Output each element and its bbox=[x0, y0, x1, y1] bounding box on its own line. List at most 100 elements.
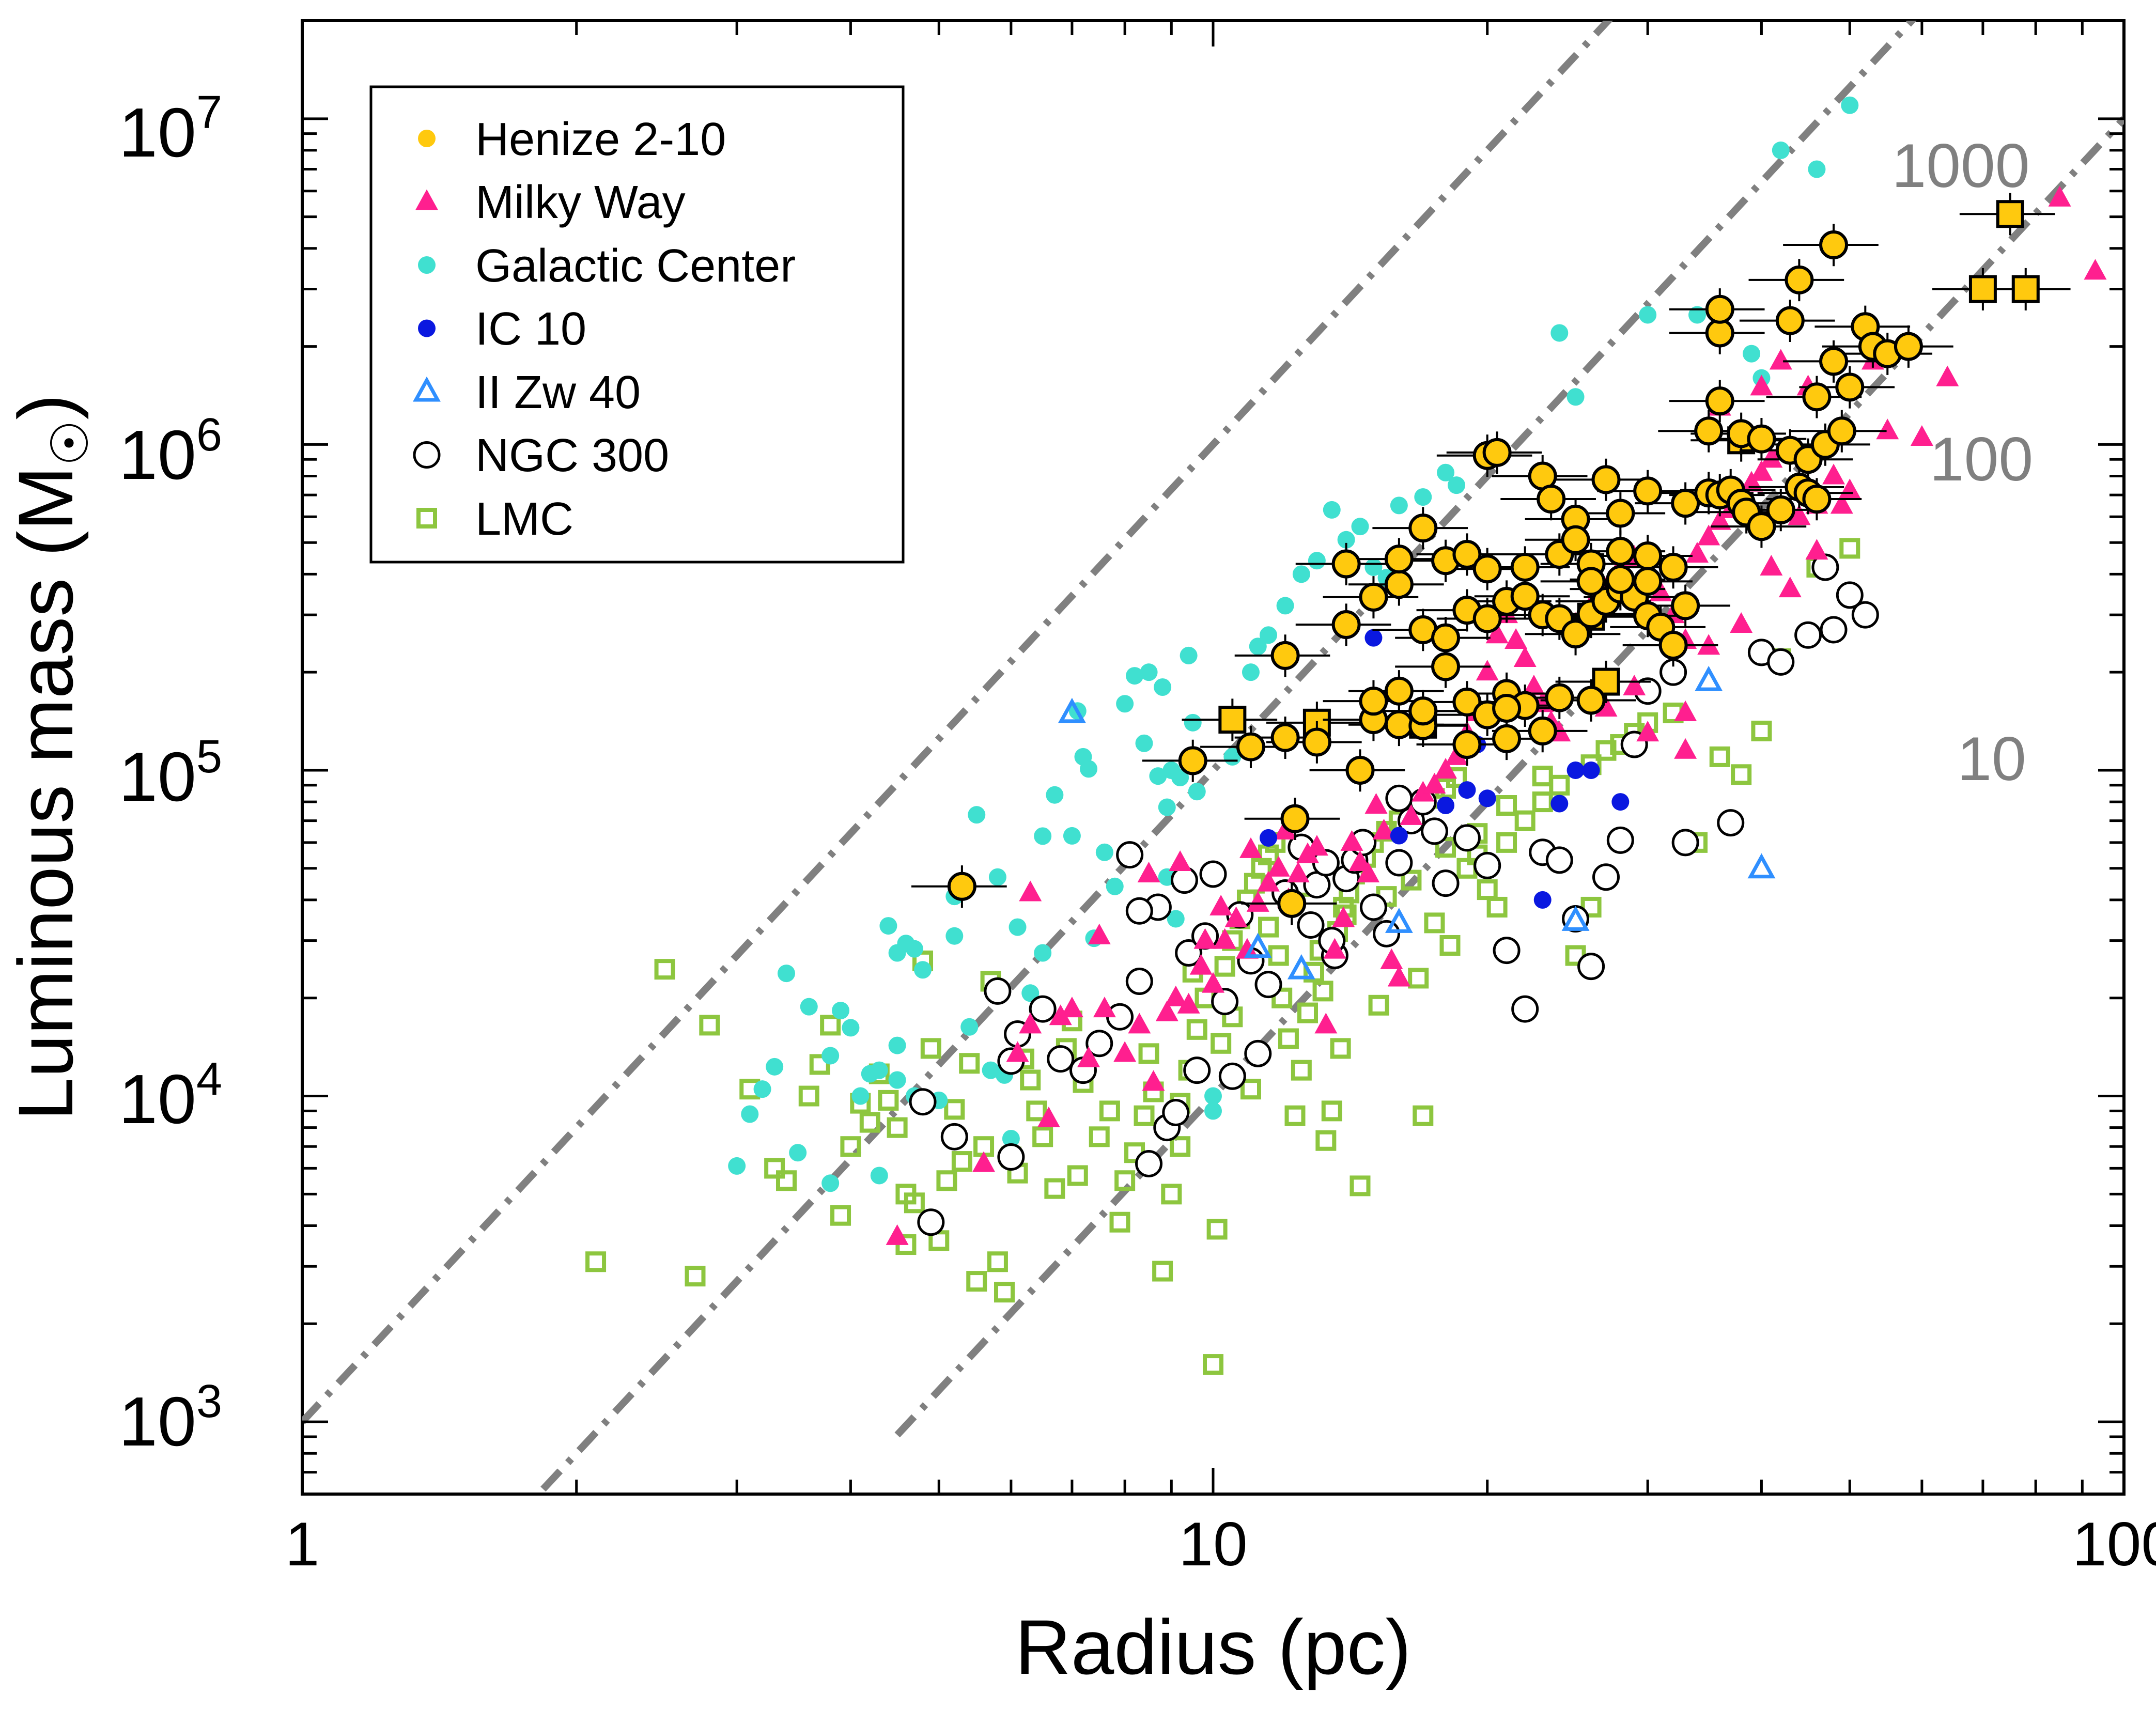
legend-marker-galactic-center bbox=[418, 256, 436, 274]
legend-label-ngc300: NGC 300 bbox=[475, 430, 669, 481]
point-henize bbox=[1775, 306, 1805, 335]
point-ngc300 bbox=[1767, 648, 1795, 676]
point-milky-way bbox=[1400, 804, 1423, 825]
point-galactic-center bbox=[960, 1018, 979, 1036]
point-lmc bbox=[1413, 1105, 1434, 1126]
reference-line-1000 bbox=[302, 21, 1614, 1424]
point-ngc300 bbox=[1175, 939, 1203, 967]
point-milky-way bbox=[1822, 463, 1845, 485]
point-ngc300 bbox=[1420, 817, 1448, 845]
point-milky-way bbox=[1037, 1107, 1060, 1128]
point-iizw40 bbox=[1058, 697, 1086, 723]
point-lmc bbox=[764, 1158, 785, 1179]
point-milky-way bbox=[1910, 425, 1933, 446]
point-lmc bbox=[904, 1192, 925, 1214]
y-tick-label: 106 bbox=[119, 409, 222, 494]
point-henize bbox=[1384, 710, 1414, 739]
point-milky-way bbox=[1286, 861, 1310, 882]
ref-label-10: 10 bbox=[1957, 724, 2026, 794]
point-ngc300 bbox=[1244, 1039, 1272, 1067]
legend-marker-ngc300 bbox=[413, 441, 441, 469]
point-lmc bbox=[887, 1117, 908, 1138]
y-tick-label: 104 bbox=[119, 1053, 222, 1138]
point-galactic-center bbox=[1323, 501, 1341, 519]
point-ngc300 bbox=[1359, 893, 1387, 921]
point-galactic-center bbox=[789, 1144, 807, 1162]
point-galactic-center bbox=[1116, 695, 1134, 713]
point-lmc bbox=[936, 1170, 957, 1191]
legend-label-galactic-center: Galactic Center bbox=[475, 240, 796, 292]
point-ngc300 bbox=[1453, 824, 1481, 852]
point-ic10 bbox=[1390, 827, 1408, 845]
point-ic10 bbox=[1437, 797, 1455, 815]
point-lmc bbox=[878, 1090, 899, 1111]
data-markers bbox=[585, 96, 2107, 1375]
point-milky-way bbox=[1778, 577, 1802, 598]
point-milky-way bbox=[1235, 938, 1259, 959]
point-galactic-center bbox=[1337, 531, 1355, 549]
point-milky-way bbox=[1314, 1013, 1338, 1034]
point-milky-way bbox=[1077, 1046, 1100, 1067]
point-lmc bbox=[1297, 1002, 1319, 1023]
point-lmc bbox=[959, 1053, 980, 1074]
point-lmc bbox=[1330, 1038, 1351, 1059]
point-galactic-center bbox=[1688, 306, 1706, 324]
point-milky-way bbox=[1697, 524, 1720, 546]
point-iizw40 bbox=[1695, 665, 1723, 691]
point-milky-way bbox=[1267, 856, 1290, 877]
point-galactic-center bbox=[821, 1047, 840, 1065]
point-lmc bbox=[966, 1271, 987, 1292]
series-henize bbox=[911, 224, 1953, 925]
point-galactic-center bbox=[1158, 798, 1176, 816]
point-lmc bbox=[1032, 1126, 1053, 1147]
point-lmc bbox=[1424, 912, 1445, 934]
point-henize bbox=[1694, 416, 1724, 446]
point-lmc bbox=[1477, 879, 1498, 900]
x-tick-label: 100 bbox=[2072, 1510, 2156, 1579]
point-lmc bbox=[920, 1038, 941, 1059]
point-ngc300 bbox=[1116, 841, 1144, 869]
point-lmc bbox=[1161, 1184, 1182, 1205]
point-henize bbox=[1561, 525, 1590, 554]
point-henize bbox=[1561, 619, 1590, 649]
point-ngc300 bbox=[997, 1143, 1025, 1171]
point-galactic-center bbox=[1063, 827, 1081, 845]
point-milky-way bbox=[1323, 938, 1346, 959]
point-lmc bbox=[1731, 764, 1752, 785]
point-henize bbox=[1633, 541, 1663, 571]
point-henize bbox=[1802, 382, 1832, 412]
point-henize bbox=[1576, 567, 1606, 596]
point-henize bbox=[1270, 641, 1300, 670]
point-henize bbox=[1331, 549, 1361, 579]
point-henize bbox=[1359, 687, 1388, 716]
point-galactic-center bbox=[1106, 877, 1124, 895]
point-lmc bbox=[1751, 720, 1772, 741]
point-henize bbox=[1705, 386, 1734, 416]
point-henize bbox=[1835, 372, 1865, 402]
point-ic10 bbox=[1533, 891, 1552, 909]
point-ngc300 bbox=[1671, 829, 1699, 857]
point-ngc300 bbox=[1085, 1030, 1113, 1058]
point-milky-way bbox=[1257, 871, 1280, 892]
point-milky-way bbox=[1246, 891, 1269, 912]
point-galactic-center bbox=[1808, 160, 1826, 178]
point-milky-way bbox=[1522, 674, 1545, 695]
point-galactic-center bbox=[1351, 518, 1369, 536]
point-galactic-center bbox=[851, 1087, 870, 1105]
point-milky-way bbox=[1830, 493, 1853, 514]
point-galactic-center bbox=[945, 927, 964, 945]
point-milky-way bbox=[1093, 997, 1116, 1018]
point-ngc300 bbox=[1545, 846, 1573, 874]
point-milky-way bbox=[1805, 539, 1828, 560]
point-milky-way bbox=[1769, 349, 1792, 370]
legend-marker-henize bbox=[418, 130, 436, 147]
point-ngc300 bbox=[1125, 897, 1153, 925]
point-galactic-center bbox=[888, 1071, 906, 1089]
point-lmc bbox=[654, 959, 675, 980]
point-lmc bbox=[1134, 1105, 1155, 1126]
ref-label-100: 100 bbox=[1930, 425, 2033, 494]
point-milky-way bbox=[1674, 738, 1697, 759]
point-ic10 bbox=[1582, 761, 1600, 779]
point-henize bbox=[1576, 686, 1606, 715]
point-henize bbox=[1359, 582, 1388, 612]
